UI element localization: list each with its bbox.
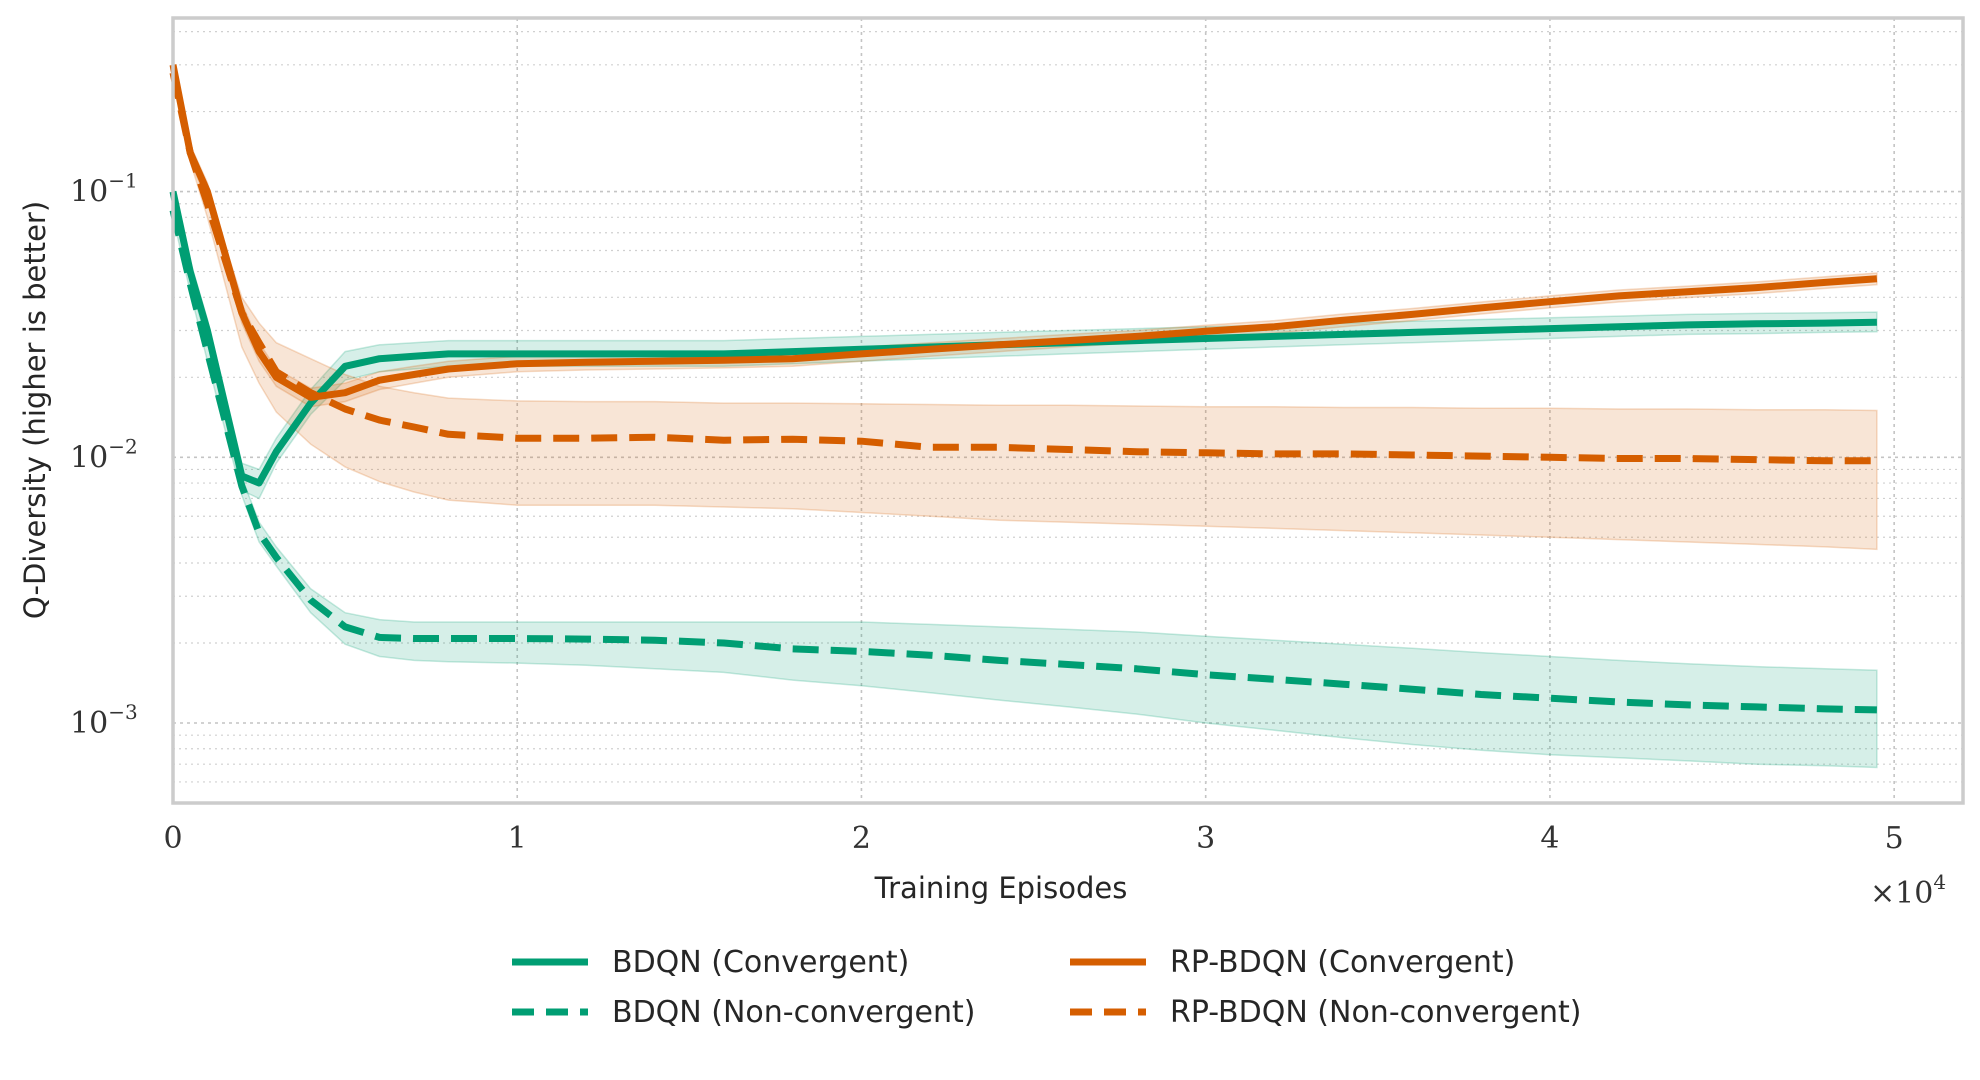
legend-item-rp-bdqn-convergent: RP-BDQN (Convergent) bbox=[1070, 945, 1515, 980]
x-tick-label: 3 bbox=[1196, 821, 1215, 856]
y-tick-label: 10−3 bbox=[70, 700, 138, 741]
band-rp-bdqn-non-convergent bbox=[172, 68, 1878, 551]
y-axis-label: Q-Diversity (higher is better) bbox=[18, 201, 52, 619]
y-tick-label: 10−1 bbox=[70, 169, 138, 210]
band-rp-bdqn-convergent bbox=[172, 60, 1878, 408]
legend-label: RP-BDQN (Non-convergent) bbox=[1170, 995, 1582, 1030]
line-rp-bdqn-non-convergent bbox=[169, 72, 1877, 465]
x-tick-labels: 0 1 2 3 4 5 bbox=[163, 821, 1903, 856]
x-tick-label: 1 bbox=[508, 821, 527, 856]
legend-label: RP-BDQN (Convergent) bbox=[1170, 945, 1515, 980]
y-tick-label: 10−2 bbox=[70, 434, 138, 475]
legend-item-bdqn-convergent: BDQN (Convergent) bbox=[512, 945, 909, 980]
legend-label: BDQN (Non-convergent) bbox=[612, 995, 975, 1030]
line-bdqn-convergent bbox=[169, 190, 1877, 487]
x-tick-label: 4 bbox=[1540, 821, 1559, 856]
plot-frame bbox=[171, 16, 1965, 805]
x-axis-label: Training Episodes bbox=[874, 871, 1128, 905]
series-lines bbox=[169, 64, 1878, 714]
legend-item-rp-bdqn-non-convergent: RP-BDQN (Non-convergent) bbox=[1070, 995, 1582, 1030]
x-tick-label: 5 bbox=[1885, 821, 1904, 856]
line-rp-bdqn-convergent bbox=[169, 64, 1878, 401]
line-bdqn-non-convergent bbox=[169, 209, 1877, 714]
x-multiplier-label: ×104 bbox=[1870, 870, 1946, 911]
y-tick-labels: 10−1 10−2 10−3 bbox=[70, 169, 138, 741]
x-tick-label: 0 bbox=[163, 821, 182, 856]
legend-item-bdqn-non-convergent: BDQN (Non-convergent) bbox=[512, 995, 975, 1030]
legend: BDQN (Convergent) BDQN (Non-convergent) RP… bbox=[512, 945, 1582, 1030]
legend-label: BDQN (Convergent) bbox=[612, 945, 909, 980]
band-bdqn-non-convergent bbox=[172, 203, 1878, 769]
x-tick-label: 2 bbox=[852, 821, 871, 856]
